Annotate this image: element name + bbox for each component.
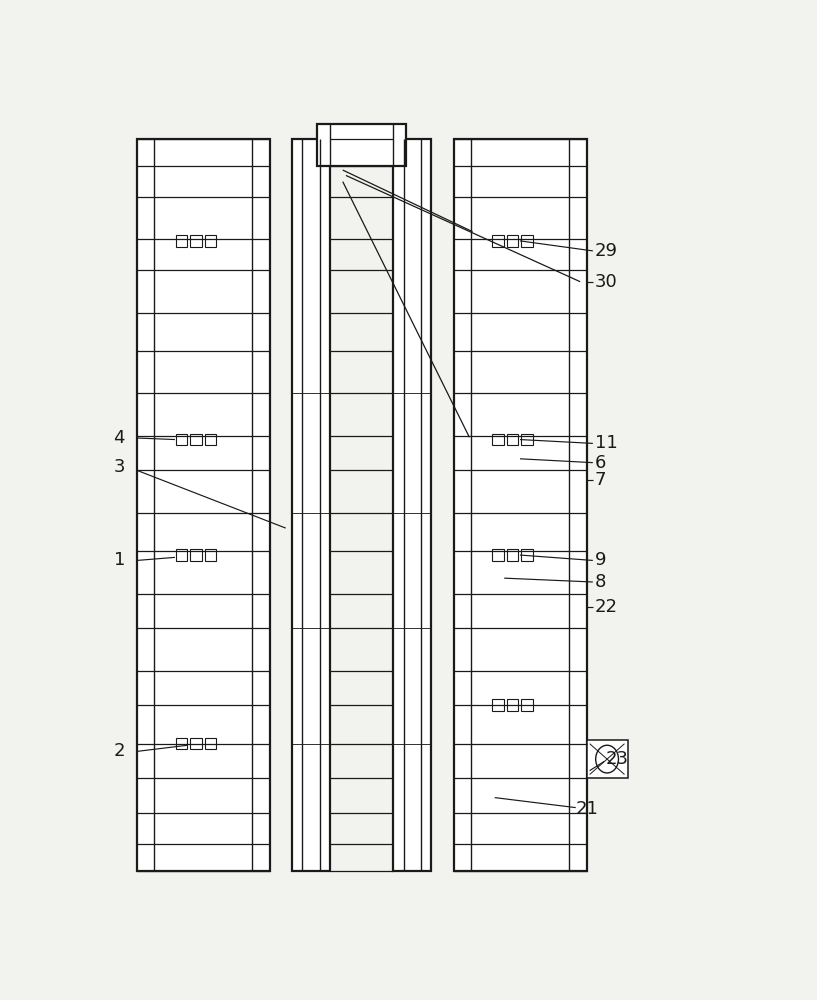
Bar [190, 434, 202, 445]
Bar [176, 738, 187, 749]
Bar [176, 434, 187, 445]
Bar [190, 235, 202, 247]
Text: 2: 2 [114, 742, 125, 760]
Bar [492, 699, 503, 711]
Bar [492, 549, 503, 561]
Bar [137, 139, 270, 871]
Text: 1: 1 [114, 551, 125, 569]
Text: 4: 4 [114, 429, 125, 447]
Bar [205, 235, 216, 247]
Text: 11: 11 [595, 434, 618, 452]
Text: 21: 21 [576, 800, 599, 818]
Bar [507, 434, 518, 445]
Bar [453, 139, 587, 871]
Bar [507, 235, 518, 247]
Bar [587, 740, 627, 778]
Text: 9: 9 [595, 551, 606, 569]
Text: 22: 22 [595, 598, 618, 616]
Text: 23: 23 [605, 750, 628, 768]
Bar [176, 235, 187, 247]
Bar [521, 699, 533, 711]
Text: 30: 30 [595, 273, 618, 291]
Bar [521, 434, 533, 445]
Bar [521, 549, 533, 561]
Bar [190, 738, 202, 749]
Bar [205, 549, 216, 561]
Bar [507, 699, 518, 711]
Bar [190, 549, 202, 561]
Text: 29: 29 [595, 242, 618, 260]
Bar [317, 124, 406, 166]
Bar [394, 139, 431, 871]
Bar [176, 549, 187, 561]
Text: 8: 8 [595, 573, 606, 591]
Bar [205, 434, 216, 445]
Text: 6: 6 [595, 454, 606, 472]
Bar [507, 549, 518, 561]
Text: 3: 3 [114, 458, 125, 476]
Bar [492, 434, 503, 445]
Bar [521, 235, 533, 247]
Bar [492, 235, 503, 247]
Bar [205, 738, 216, 749]
Bar [292, 139, 330, 871]
Text: 7: 7 [595, 471, 606, 489]
